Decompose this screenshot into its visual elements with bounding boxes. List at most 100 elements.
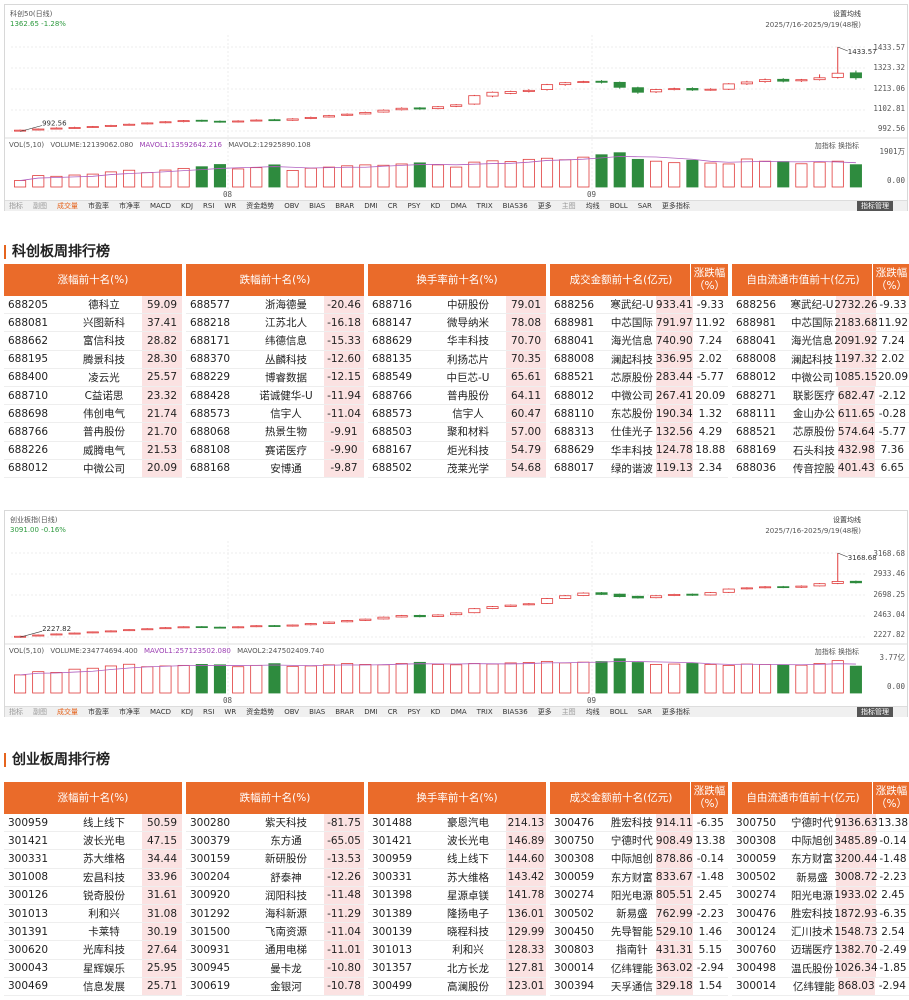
table-row[interactable]: 688766 普冉股份 21.70 — [4, 423, 182, 442]
table-row[interactable]: 688110 东芯股份 190.34 1.32 — [550, 405, 728, 424]
indicator-tab[interactable]: 资金趋势 — [246, 708, 275, 716]
table-row[interactable]: 688271 联影医疗 682.47 -2.12 — [732, 386, 909, 406]
indicator-tab[interactable]: TRIX — [476, 708, 493, 716]
table-row[interactable]: 301292 海科新源 -11.29 — [186, 904, 364, 924]
table-row[interactable]: 300274 阳光电源 805.51 2.45 — [550, 886, 728, 905]
table-row[interactable]: 688370 丛麟科技 -12.60 — [186, 350, 364, 369]
table-row[interactable]: 688503 聚和材料 57.00 — [368, 423, 546, 442]
table-row[interactable]: 300476 胜宏科技 914.11 -6.35 — [550, 814, 728, 833]
table-row[interactable]: 688629 华丰科技 70.70 — [368, 332, 546, 351]
indicator-manager-button[interactable]: 指标管理 — [857, 201, 893, 211]
indicator-tab[interactable]: DMI — [364, 708, 378, 716]
table-row[interactable]: 300920 润阳科技 -11.48 — [186, 886, 364, 905]
indicator-manager-button[interactable]: 指标管理 — [857, 707, 893, 717]
indicator-switch[interactable]: 加指标 换指标 — [814, 142, 859, 150]
table-row[interactable]: 300502 新易盛 3008.72 -2.23 — [732, 868, 909, 887]
indicator-tab[interactable]: SAR — [637, 202, 652, 210]
indicator-tab[interactable]: 副图 — [33, 708, 47, 716]
table-row[interactable]: 688662 富信科技 28.82 — [4, 332, 182, 351]
table-row[interactable]: 688041 海光信息 2091.92 7.24 — [732, 332, 909, 351]
table-row[interactable]: 300476 胜宏科技 1872.93 -6.35 — [732, 904, 909, 924]
indicator-tab[interactable]: PSY — [407, 708, 421, 716]
indicator-tab[interactable]: KD — [430, 708, 441, 716]
table-row[interactable]: 688766 普冉股份 64.11 — [368, 386, 546, 406]
indicator-tab[interactable]: KDJ — [180, 202, 194, 210]
indicator-tab[interactable]: BIAS36 — [502, 708, 528, 716]
table-row[interactable]: 300014 亿纬锂能 363.02 -2.94 — [550, 959, 728, 978]
indicator-tab[interactable]: 市净率 — [119, 202, 140, 210]
table-row[interactable]: 300803 指南针 431.31 5.15 — [550, 941, 728, 960]
table-row[interactable]: 688008 澜起科技 336.95 2.02 — [550, 350, 728, 369]
table-row[interactable]: 300043 星辉娱乐 25.95 — [4, 959, 182, 978]
indicator-tab[interactable]: DMA — [450, 708, 467, 716]
indicator-tab[interactable]: 更多指标 — [661, 708, 690, 716]
indicator-tab[interactable]: CR — [387, 202, 398, 210]
table-row[interactable]: 301421 波长光电 47.15 — [4, 832, 182, 851]
table-row[interactable]: 300280 紫天科技 -81.75 — [186, 814, 364, 833]
indicator-tab[interactable]: 成交量 — [57, 202, 78, 210]
table-row[interactable]: 300959 线上线下 50.59 — [4, 814, 182, 833]
table-row[interactable]: 301421 波长光电 146.89 — [368, 832, 546, 851]
table-row[interactable]: 688716 中研股份 79.01 — [368, 296, 546, 315]
indicator-tab[interactable]: 资金趋势 — [246, 202, 275, 210]
indicator-tab[interactable]: 更多指标 — [661, 202, 690, 210]
table-row[interactable]: 688698 伟创电气 21.74 — [4, 405, 182, 424]
table-row[interactable]: 300394 天孚通信 329.18 1.54 — [550, 977, 728, 996]
table-row[interactable]: 688017 绿的谐波 119.13 2.34 — [550, 459, 728, 478]
table-row[interactable]: 688169 石头科技 432.98 7.36 — [732, 441, 909, 460]
indicator-tab[interactable]: OBV — [284, 202, 300, 210]
indicator-tab[interactable]: 均线 — [585, 202, 600, 210]
table-row[interactable]: 301389 隆扬电子 136.01 — [368, 904, 546, 924]
table-row[interactable]: 300619 金银河 -10.78 — [186, 977, 364, 996]
table-row[interactable]: 688521 芯原股份 574.64 -5.77 — [732, 423, 909, 442]
table-row[interactable]: 688256 寒武纪-U 933.41 -9.33 — [550, 296, 728, 315]
indicator-tab[interactable]: DMA — [450, 202, 467, 210]
table-row[interactable]: 688549 中巨芯-U 65.61 — [368, 368, 546, 387]
indicator-tab[interactable]: BOLL — [609, 202, 628, 210]
table-row[interactable]: 300502 新易盛 762.99 -2.23 — [550, 904, 728, 924]
table-row[interactable]: 688229 博睿数据 -12.15 — [186, 368, 364, 387]
table-row[interactable]: 688135 利扬芯片 70.35 — [368, 350, 546, 369]
table-row[interactable]: 688502 茂莱光学 54.68 — [368, 459, 546, 478]
indicator-tab[interactable]: 更多 — [537, 202, 552, 210]
table-row[interactable]: 688521 芯原股份 283.44 -5.77 — [550, 368, 728, 387]
table-row[interactable]: 688008 澜起科技 1197.32 2.02 — [732, 350, 909, 369]
table-row[interactable]: 300750 宁德时代 908.49 13.38 — [550, 832, 728, 851]
table-row[interactable]: 688710 C益诺思 23.32 — [4, 386, 182, 406]
table-row[interactable]: 300274 阳光电源 1933.02 2.45 — [732, 886, 909, 905]
indicator-tab[interactable]: RSI — [203, 202, 215, 210]
table-row[interactable]: 688068 热景生物 -9.91 — [186, 423, 364, 442]
table-row[interactable]: 300126 锐奇股份 31.61 — [4, 886, 182, 905]
table-row[interactable]: 300450 先导智能 529.10 1.46 — [550, 923, 728, 942]
indicator-tab[interactable]: BRAR — [335, 708, 355, 716]
indicator-tab[interactable]: MACD — [150, 708, 171, 716]
table-row[interactable]: 300750 宁德时代 9136.63 13.38 — [732, 814, 909, 833]
ma-settings-button[interactable]: 设置均线 — [833, 516, 861, 524]
table-row[interactable]: 688041 海光信息 740.90 7.24 — [550, 332, 728, 351]
table-row[interactable]: 688400 凌云光 25.57 — [4, 368, 182, 387]
table-row[interactable]: 688226 威腾电气 21.53 — [4, 441, 182, 460]
indicator-tab[interactable]: 指标 — [9, 202, 23, 210]
table-row[interactable]: 301013 利和兴 128.33 — [368, 941, 546, 960]
indicator-tab[interactable]: 指标 — [9, 708, 23, 716]
indicator-tab[interactable]: KD — [430, 202, 441, 210]
indicator-tab[interactable]: 市盈率 — [88, 708, 109, 716]
indicator-tab[interactable]: 副图 — [33, 202, 47, 210]
table-row[interactable]: 688573 信宇人 60.47 — [368, 405, 546, 424]
table-row[interactable]: 300331 苏大维格 143.42 — [368, 868, 546, 887]
table-row[interactable]: 688012 中微公司 267.41 20.09 — [550, 386, 728, 406]
table-row[interactable]: 688981 中芯国际 2183.68 11.92 — [732, 314, 909, 333]
table-row[interactable]: 300469 信息发展 25.71 — [4, 977, 182, 996]
table-row[interactable]: 688036 传音控股 401.43 6.65 — [732, 459, 909, 478]
indicator-tab[interactable]: 均线 — [585, 708, 600, 716]
table-row[interactable]: 688111 金山办公 611.65 -0.28 — [732, 405, 909, 424]
table-row[interactable]: 300760 迈瑞医疗 1382.70 -2.49 — [732, 941, 909, 960]
table-row[interactable]: 300620 光库科技 27.64 — [4, 941, 182, 960]
indicator-tab[interactable]: OBV — [284, 708, 300, 716]
table-row[interactable]: 301391 卡莱特 30.19 — [4, 923, 182, 942]
table-row[interactable]: 300959 线上线下 144.60 — [368, 850, 546, 869]
indicator-tab[interactable]: RSI — [203, 708, 215, 716]
table-row[interactable]: 688577 浙海德曼 -20.46 — [186, 296, 364, 315]
table-row[interactable]: 688629 华丰科技 124.78 18.88 — [550, 441, 728, 460]
table-row[interactable]: 300931 通用电梯 -11.01 — [186, 941, 364, 960]
